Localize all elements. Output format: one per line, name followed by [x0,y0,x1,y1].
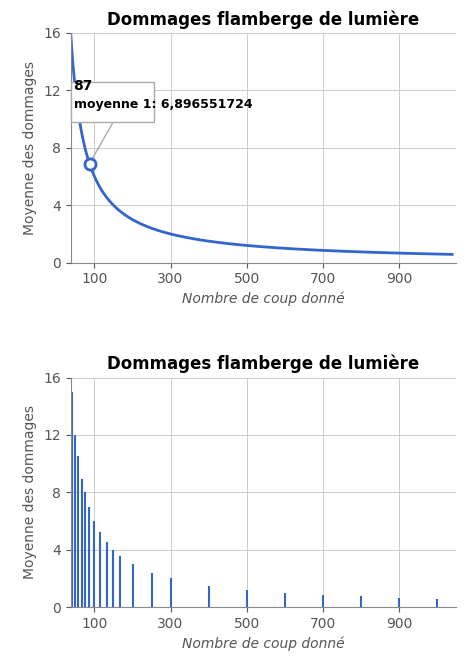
Text: moyenne 1: 6,896551724: moyenne 1: 6,896551724 [73,98,252,111]
X-axis label: Nombre de coup donné: Nombre de coup donné [182,636,345,651]
Title: Dommages flamberge de lumière: Dommages flamberge de lumière [107,354,419,373]
X-axis label: Nombre de coup donné: Nombre de coup donné [182,292,345,306]
Y-axis label: Moyenne des dommages: Moyenne des dommages [24,405,38,579]
Bar [70,82,154,122]
Y-axis label: Moyenne des dommages: Moyenne des dommages [24,61,38,235]
Text: 87: 87 [73,79,93,94]
Title: Dommages flamberge de lumière: Dommages flamberge de lumière [107,10,419,28]
